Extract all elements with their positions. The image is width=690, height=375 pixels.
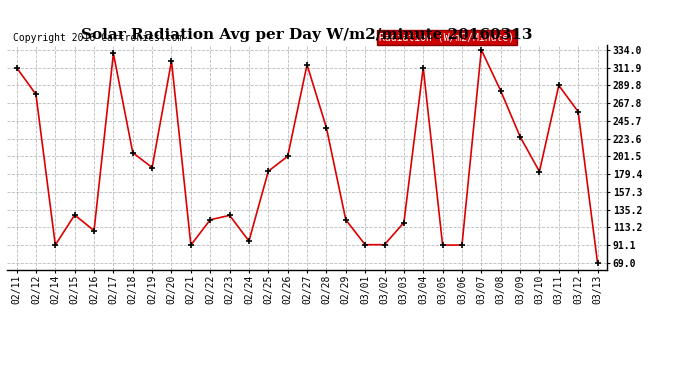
Text: Copyright 2016 Cartronics.com: Copyright 2016 Cartronics.com (13, 33, 184, 43)
Title: Solar Radiation Avg per Day W/m2/minute 20160313: Solar Radiation Avg per Day W/m2/minute … (81, 28, 533, 42)
Text: Radiation (W/m2/Minute): Radiation (W/m2/Minute) (379, 33, 514, 43)
